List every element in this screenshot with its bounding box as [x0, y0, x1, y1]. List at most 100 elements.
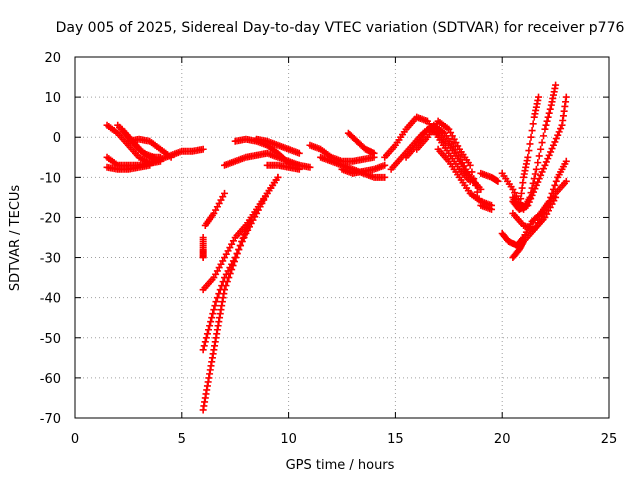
data-point — [535, 175, 543, 183]
data-point — [538, 139, 546, 147]
x-tick-label: 5 — [178, 432, 186, 447]
data-point — [526, 140, 534, 148]
data-point — [525, 147, 533, 155]
data-point — [472, 181, 479, 189]
data-point — [228, 266, 236, 274]
y-tick-label: -30 — [40, 252, 61, 267]
data-point — [532, 165, 540, 173]
series-hump-3 — [402, 125, 485, 193]
data-point — [222, 282, 230, 290]
series-hump-5 — [434, 145, 496, 209]
data-point — [207, 318, 215, 326]
data-point — [530, 188, 538, 196]
data-point — [552, 135, 560, 143]
series-band-3 — [253, 135, 303, 157]
data-point — [542, 121, 550, 129]
data-point — [245, 221, 253, 229]
series-drop-3 — [199, 217, 254, 414]
data-point — [202, 334, 210, 342]
data-point — [488, 201, 496, 209]
data-point — [546, 105, 554, 113]
data-point — [381, 173, 389, 181]
data-point — [221, 189, 229, 197]
data-point — [209, 310, 217, 318]
data-point — [532, 181, 540, 189]
series-band-5 — [306, 141, 378, 165]
data-point — [524, 153, 532, 161]
data-point — [221, 286, 229, 294]
series-band-2 — [231, 135, 303, 169]
y-tick-label: -50 — [40, 332, 61, 347]
data-point — [381, 161, 389, 169]
series-drop-4 — [201, 189, 229, 229]
series-arc-e — [103, 161, 154, 173]
data-point — [551, 138, 559, 146]
series-rise-3 — [509, 93, 570, 213]
data-point — [295, 165, 303, 173]
data-point — [557, 125, 565, 133]
data-point — [232, 254, 240, 262]
x-axis-label: GPS time / hours — [286, 458, 395, 473]
data-point — [230, 258, 238, 266]
data-point — [551, 181, 559, 189]
data-point — [242, 227, 250, 235]
y-tick-label: 0 — [53, 131, 61, 146]
series-rise-6 — [509, 193, 560, 233]
data-point — [537, 145, 545, 153]
data-point — [199, 346, 207, 354]
data-point — [562, 93, 570, 101]
data-point — [200, 342, 208, 350]
data-point — [243, 224, 251, 232]
data-point — [199, 254, 207, 262]
data-point — [274, 173, 282, 181]
data-point — [541, 161, 549, 169]
data-point — [468, 168, 476, 176]
data-points — [103, 81, 570, 414]
x-tick-label: 20 — [494, 432, 511, 447]
data-point — [201, 338, 209, 346]
data-point — [539, 132, 547, 140]
data-point — [236, 242, 244, 250]
grid-lines — [75, 57, 609, 418]
data-point — [466, 161, 474, 169]
data-point — [240, 231, 248, 239]
data-point — [552, 81, 560, 89]
series-hump-4 — [413, 117, 496, 213]
data-point — [528, 191, 536, 199]
data-point — [494, 177, 502, 185]
plot-frame — [74, 56, 610, 419]
y-tick-label: -10 — [40, 171, 61, 186]
data-point — [524, 201, 532, 209]
data-point — [537, 171, 545, 179]
data-point — [527, 195, 535, 203]
data-point — [562, 177, 570, 185]
data-point — [545, 151, 553, 159]
series-band-7 — [338, 161, 389, 177]
data-point — [211, 302, 219, 310]
data-point — [205, 326, 212, 334]
series-hump-6 — [477, 169, 502, 185]
data-point — [203, 330, 211, 338]
data-point — [306, 163, 314, 171]
data-point — [545, 109, 553, 117]
data-point — [238, 238, 246, 246]
data-point — [473, 188, 481, 196]
x-tick-label: 0 — [71, 432, 79, 447]
data-point — [223, 278, 231, 286]
data-point — [156, 157, 164, 165]
y-tick-label: -70 — [40, 412, 61, 427]
data-point — [470, 175, 478, 183]
data-point — [539, 165, 547, 173]
x-tick-label: 25 — [601, 432, 618, 447]
y-tick-label: -60 — [40, 372, 61, 387]
data-point — [206, 322, 214, 330]
data-point — [225, 274, 233, 282]
data-point — [548, 145, 556, 153]
data-point — [210, 306, 218, 314]
data-point — [208, 314, 216, 322]
data-point — [534, 178, 542, 186]
data-point — [167, 153, 175, 161]
data-point — [229, 262, 237, 270]
